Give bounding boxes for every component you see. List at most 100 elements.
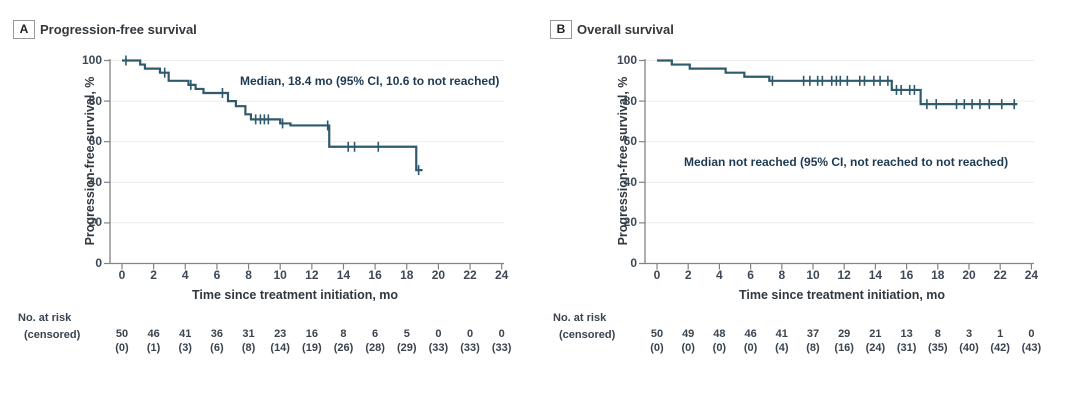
- risk-censored-A-4: (3): [178, 342, 192, 354]
- risk-censored-B-6: (0): [743, 342, 758, 354]
- risk-at-risk-B-8: 41: [775, 328, 788, 340]
- x-tick-label-A-22: 22: [463, 268, 477, 282]
- y-tick-label-B-0: 0: [630, 256, 637, 270]
- panel-a-y-axis-title: Progression-free survival, %: [83, 76, 97, 246]
- x-tick-label-B-16: 16: [899, 268, 914, 282]
- panel-a-x-axis-title: Time since treatment initiation, mo: [191, 288, 399, 302]
- panel-b-letter-badge: B: [550, 20, 572, 39]
- panel-a-risk-label-line1: No. at risk: [18, 312, 72, 324]
- risk-at-risk-A-10: 23: [274, 328, 287, 340]
- risk-censored-A-0: (0): [115, 342, 129, 354]
- x-tick-label-A-20: 20: [431, 268, 446, 282]
- risk-at-risk-B-10: 37: [806, 328, 820, 340]
- panel-a-letter-badge: A: [13, 20, 35, 39]
- risk-at-risk-B-24: 0: [1028, 328, 1035, 340]
- y-tick-label-B-80: 80: [623, 93, 637, 108]
- x-tick-label-B-8: 8: [778, 268, 786, 282]
- risk-at-risk-B-0: 50: [650, 328, 664, 340]
- risk-at-risk-B-6: 46: [744, 328, 757, 340]
- km-curve-A: [122, 59, 423, 172]
- risk-censored-A-16: (28): [365, 342, 385, 354]
- risk-censored-B-14: (24): [865, 342, 886, 354]
- x-tick-label-B-12: 12: [837, 268, 851, 282]
- risk-censored-A-2: (1): [146, 342, 161, 354]
- x-tick-label-A-6: 6: [213, 268, 221, 282]
- x-tick-label-A-12: 12: [305, 268, 319, 282]
- risk-at-risk-A-12: 16: [305, 328, 318, 340]
- km-curve-B: [657, 59, 1018, 106]
- risk-censored-B-10: (8): [806, 342, 820, 354]
- panel-b-title: Overall survival: [577, 22, 674, 37]
- panel-b-median-annotation: Median not reached (95% CI, not reached …: [684, 155, 1009, 169]
- y-tick-label-A-80: 80: [88, 93, 102, 108]
- x-tick-label-B-2: 2: [684, 268, 692, 282]
- panel-a-risk-label-line2: (censored): [24, 329, 81, 341]
- x-tick-label-B-20: 20: [962, 268, 976, 282]
- x-tick-label-B-18: 18: [931, 268, 945, 282]
- risk-censored-B-12: (16): [834, 342, 854, 354]
- x-tick-label-B-6: 6: [747, 268, 754, 282]
- panel-b-risk-label-line1: No. at risk: [553, 312, 607, 324]
- risk-at-risk-A-20: 0: [435, 328, 442, 340]
- panel-a-median-annotation: Median, 18.4 mo (95% CI, 10.6 to not rea…: [240, 74, 500, 88]
- x-tick-label-B-22: 22: [993, 268, 1007, 282]
- x-tick-label-A-8: 8: [245, 268, 252, 282]
- y-tick-label-A-0: 0: [95, 256, 102, 270]
- y-tick-label-B-60: 60: [623, 134, 637, 149]
- y-tick-label-A-60: 60: [88, 134, 102, 149]
- x-tick-label-B-14: 14: [868, 268, 883, 282]
- risk-censored-A-10: (14): [270, 342, 290, 354]
- risk-censored-B-16: (31): [896, 342, 917, 354]
- risk-at-risk-A-14: 8: [340, 328, 347, 340]
- risk-at-risk-B-20: 3: [965, 328, 973, 340]
- x-tick-label-A-14: 14: [336, 268, 351, 282]
- risk-at-risk-B-16: 13: [900, 328, 913, 340]
- risk-censored-A-22: (33): [460, 342, 480, 354]
- x-tick-label-A-10: 10: [273, 268, 287, 282]
- y-tick-label-A-20: 20: [88, 215, 102, 230]
- y-tick-label-B-40: 40: [623, 174, 637, 189]
- risk-at-risk-B-14: 21: [869, 328, 882, 340]
- risk-at-risk-A-6: 36: [210, 328, 224, 340]
- risk-at-risk-B-22: 1: [997, 328, 1004, 340]
- risk-at-risk-A-24: 0: [498, 328, 505, 340]
- risk-censored-B-24: (43): [1021, 342, 1042, 354]
- x-tick-label-B-10: 10: [806, 268, 820, 282]
- risk-at-risk-A-4: 41: [179, 328, 192, 340]
- risk-at-risk-B-18: 8: [934, 328, 941, 340]
- risk-censored-A-18: (29): [396, 342, 417, 354]
- risk-at-risk-A-18: 5: [403, 328, 410, 340]
- risk-censored-B-18: (35): [928, 342, 948, 354]
- risk-at-risk-B-12: 29: [838, 328, 851, 340]
- risk-censored-B-2: (0): [681, 342, 695, 354]
- risk-censored-B-8: (4): [775, 342, 789, 354]
- x-tick-label-A-18: 18: [400, 268, 414, 282]
- risk-at-risk-A-2: 46: [147, 328, 160, 340]
- risk-censored-B-20: (40): [959, 342, 979, 354]
- x-tick-label-A-24: 24: [494, 268, 509, 282]
- risk-at-risk-B-2: 49: [682, 328, 695, 340]
- risk-at-risk-A-8: 31: [242, 328, 255, 340]
- y-tick-label-B-20: 20: [623, 215, 637, 230]
- x-tick-label-A-16: 16: [368, 268, 382, 282]
- risk-censored-A-8: (8): [241, 342, 256, 354]
- y-tick-label-A-40: 40: [88, 174, 102, 189]
- panel-b-risk-label-line2: (censored): [559, 329, 616, 341]
- x-tick-label-A-4: 4: [181, 268, 189, 282]
- risk-censored-A-24: (33): [491, 342, 512, 354]
- risk-censored-A-12: (19): [302, 342, 322, 354]
- risk-censored-A-20: (33): [428, 342, 449, 354]
- panel-b-y-axis-title: Progression-free survival, %: [616, 76, 630, 246]
- risk-censored-A-6: (6): [210, 342, 224, 354]
- y-tick-label-B-100: 100: [616, 53, 637, 67]
- x-tick-label-A-2: 2: [150, 268, 157, 282]
- risk-censored-B-4: (0): [712, 342, 727, 354]
- panel-a-title: Progression-free survival: [40, 22, 197, 37]
- risk-censored-A-14: (26): [333, 342, 354, 354]
- risk-censored-B-22: (42): [990, 342, 1010, 354]
- risk-at-risk-A-22: 0: [466, 328, 474, 340]
- panel-b-x-axis-title: Time since treatment initiation, mo: [738, 288, 946, 302]
- risk-at-risk-B-4: 48: [713, 328, 726, 340]
